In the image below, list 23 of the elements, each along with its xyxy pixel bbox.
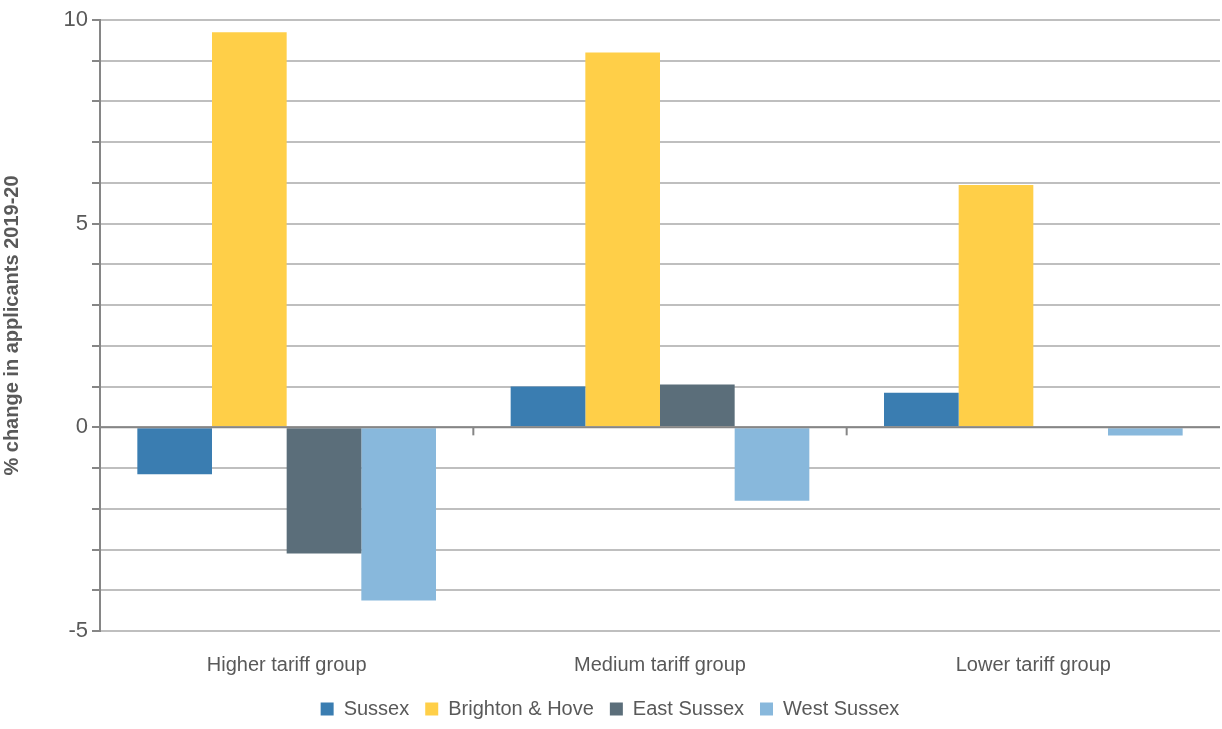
bar — [1108, 428, 1183, 436]
bar — [510, 386, 586, 427]
bar — [734, 428, 810, 501]
bar — [884, 392, 959, 427]
legend-label: Brighton & Hove — [448, 696, 594, 719]
x-tick-label: Medium tariff group — [574, 652, 746, 675]
y-axis-title: % change in applicants 2019-20 — [0, 175, 22, 476]
x-tick-label: Lower tariff group — [955, 652, 1111, 675]
y-tick-label: 10 — [63, 6, 88, 32]
bar — [958, 184, 1034, 427]
bar — [585, 52, 660, 427]
legend-label: East Sussex — [632, 696, 745, 719]
bar — [137, 428, 212, 475]
legend-label: West Sussex — [783, 696, 900, 719]
y-tick-label: -5 — [68, 617, 88, 643]
bar — [660, 384, 735, 427]
bar — [286, 428, 362, 554]
bar — [361, 428, 436, 601]
x-tick-label: Higher tariff group — [206, 652, 367, 675]
y-tick-label: 0 — [75, 413, 88, 439]
y-tick-label: 5 — [75, 209, 88, 235]
legend-label: Sussex — [343, 696, 410, 719]
bar — [212, 32, 287, 427]
